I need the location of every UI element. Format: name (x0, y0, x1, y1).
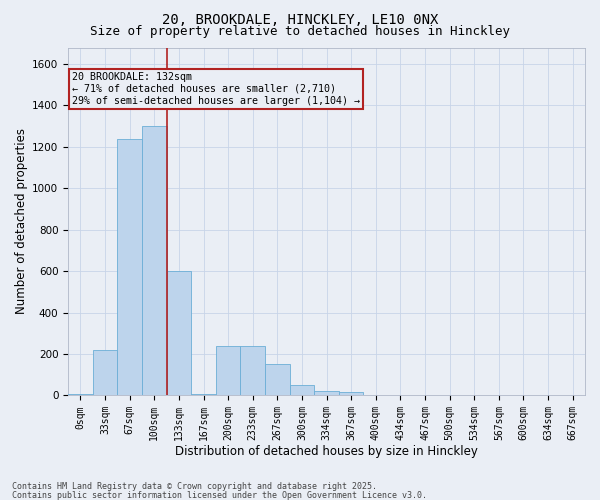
Bar (216, 346, 241, 396)
Text: Contains HM Land Registry data © Crown copyright and database right 2025.: Contains HM Land Registry data © Crown c… (12, 482, 377, 491)
Text: Size of property relative to detached houses in Hinckley: Size of property relative to detached ho… (90, 25, 510, 38)
Text: 20 BROOKDALE: 132sqm
← 71% of detached houses are smaller (2,710)
29% of semi-de: 20 BROOKDALE: 132sqm ← 71% of detached h… (72, 72, 360, 106)
Bar (191, 394, 216, 396)
Bar (265, 364, 290, 396)
Text: Contains public sector information licensed under the Open Government Licence v3: Contains public sector information licen… (12, 490, 427, 500)
Bar (93, 350, 118, 396)
Bar (118, 138, 142, 396)
Text: 20, BROOKDALE, HINCKLEY, LE10 0NX: 20, BROOKDALE, HINCKLEY, LE10 0NX (162, 12, 438, 26)
Y-axis label: Number of detached properties: Number of detached properties (15, 128, 28, 314)
Bar (339, 392, 364, 396)
Bar (167, 271, 191, 396)
Bar (290, 385, 314, 396)
Bar (314, 391, 339, 396)
Bar (142, 126, 167, 396)
Bar (241, 346, 265, 396)
Bar (68, 394, 93, 396)
X-axis label: Distribution of detached houses by size in Hinckley: Distribution of detached houses by size … (175, 444, 478, 458)
